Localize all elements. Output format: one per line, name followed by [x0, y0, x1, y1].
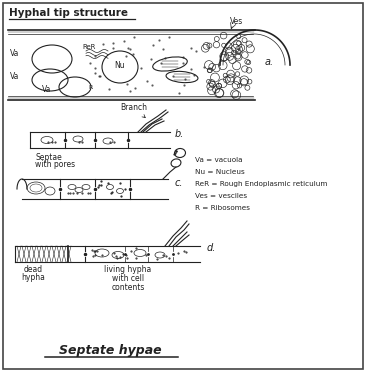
Text: Ves = vesciles: Ves = vesciles	[195, 193, 247, 199]
Text: Nu = Nucleus: Nu = Nucleus	[195, 169, 245, 175]
Text: dead: dead	[23, 265, 42, 274]
Text: Va: Va	[10, 72, 19, 81]
Text: Nu: Nu	[114, 61, 125, 70]
Text: Septae: Septae	[35, 153, 62, 162]
Text: c.: c.	[175, 178, 183, 188]
Text: a.: a.	[265, 57, 274, 67]
Text: Septate hypae: Septate hypae	[59, 344, 161, 357]
Text: Va = vacuola: Va = vacuola	[195, 157, 243, 163]
Text: ReR = Rough Endoplasmic reticulum: ReR = Rough Endoplasmic reticulum	[195, 181, 327, 187]
Text: d.: d.	[207, 243, 216, 253]
Text: Branch: Branch	[120, 103, 147, 118]
Text: R = Ribosomes: R = Ribosomes	[195, 205, 250, 211]
Text: b.: b.	[175, 129, 184, 139]
Text: Va: Va	[10, 49, 19, 58]
Text: living hypha: living hypha	[104, 265, 152, 274]
Text: Ves: Ves	[230, 17, 243, 26]
Text: ReR: ReR	[82, 44, 96, 50]
Text: contents: contents	[111, 283, 145, 292]
Text: hypha: hypha	[21, 273, 45, 282]
Text: Hyphal tip structure: Hyphal tip structure	[9, 8, 128, 18]
Text: R: R	[88, 85, 92, 90]
Text: Va: Va	[42, 85, 51, 94]
Text: with cell: with cell	[112, 274, 144, 283]
Text: with pores: with pores	[35, 160, 75, 169]
